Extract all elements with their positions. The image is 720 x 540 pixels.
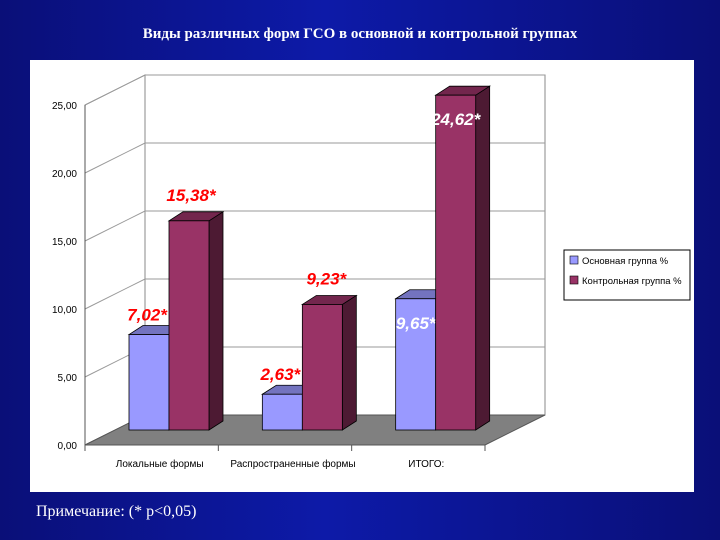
data-label: 2,63* [259,365,301,384]
legend-entry: Основная группа % [582,256,669,267]
data-label: 9,23* [306,269,347,288]
bar-front [435,94,477,431]
bar [300,294,358,431]
data-label: 9,65* [396,314,437,333]
x-tick-label: Распространенные формы [230,458,355,470]
footnote: Примечание: (* p<0,05) [36,503,197,520]
y-tick-label: 5,00 [58,373,78,384]
bar-chart: 0,00 5,00 10,00 15,00 20,00 25,00 7,02* 15,38* Л… [52,74,691,470]
bar-front [395,298,437,431]
legend-box [563,249,691,301]
gridline [84,210,545,242]
y-tick-label: 0,00 [58,441,78,452]
legend-swatch [569,275,579,285]
y-tick-label: 20,00 [52,169,77,180]
x-tick-label: ИТОГО: [408,459,444,470]
bar-front [168,220,210,431]
bar-front [128,334,170,431]
y-tick-label: 25,00 [52,101,77,112]
legend-swatch [569,255,579,265]
bar-front [301,304,343,431]
legend: Основная группа % Контрольная группа % [563,249,691,301]
slide-title: Виды различных форм ГСО в основной и кон… [142,26,578,42]
y-tick-label: 10,00 [52,305,77,316]
gridline [84,74,545,106]
gridline [84,142,545,174]
bar-side [208,211,224,431]
y-tick-label: 15,00 [52,237,77,248]
chart-panel: 0,00 5,00 10,00 15,00 20,00 25,00 7,02* 15,38* Л… [30,60,694,492]
bar [434,85,492,431]
data-label: 7,02* [127,306,168,325]
data-label: 24,62* [430,110,482,129]
bar-side [475,85,491,431]
bar-front [261,393,303,431]
bar-side [341,294,357,431]
gridline [84,278,545,310]
bar [167,211,225,431]
legend-entry: Контрольная группа % [582,276,682,287]
x-tick-label: Локальные формы [116,458,204,470]
data-label: 15,38* [166,186,217,205]
